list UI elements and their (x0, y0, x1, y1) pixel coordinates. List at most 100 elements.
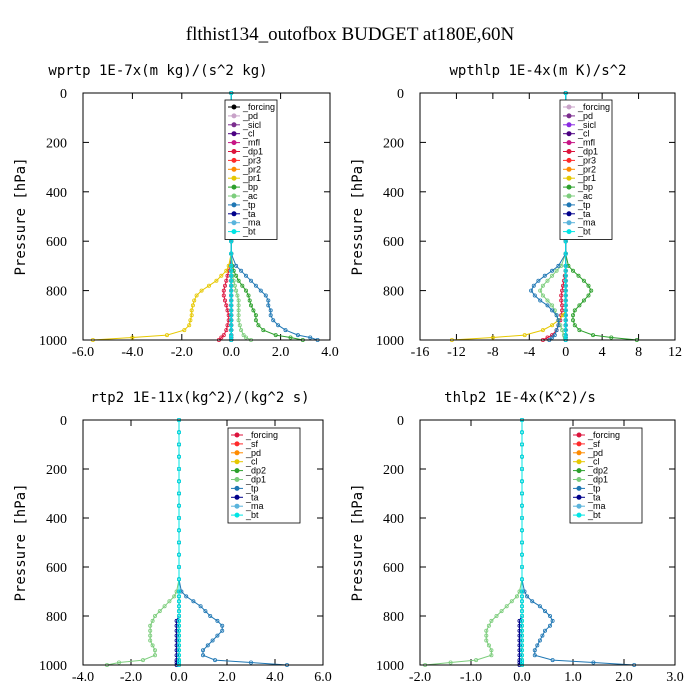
data-point (486, 623, 491, 628)
data-point (520, 648, 525, 653)
x-tick-label: -1.0 (460, 670, 482, 685)
data-point (494, 614, 499, 619)
data-point (174, 658, 179, 663)
x-tick-label: 12 (668, 345, 682, 360)
legend-label: _dp2 (587, 466, 608, 476)
data-point (563, 278, 568, 283)
data-point (550, 273, 555, 278)
x-tick-label: 2.0 (272, 345, 290, 360)
data-point (536, 278, 541, 283)
panel-title: thlp2 1E-4x(K^2)/s (444, 390, 596, 406)
data-point (308, 335, 313, 340)
legend-marker (231, 166, 237, 172)
data-point (184, 594, 189, 599)
legend: _forcing_pd_sicl_cl_mfl_dp1_pr3_pr2_pr1_… (559, 99, 613, 240)
x-tick-label: 3.0 (666, 670, 684, 685)
legend-marker (231, 140, 237, 146)
legend-marker (234, 432, 240, 438)
data-point (566, 263, 571, 268)
data-point (548, 623, 553, 628)
data-point (295, 333, 300, 338)
legend: _forcing_pd_sicl_cl_mfl_dp1_pr3_pr2_pr1_… (224, 99, 278, 240)
data-point (517, 643, 522, 648)
data-point (268, 313, 273, 318)
data-point (563, 268, 568, 273)
data-point (174, 660, 179, 665)
panel-title: wprtp 1E-7x(m kg)/(s^2 kg) (48, 63, 267, 79)
legend-label: _sicl (242, 120, 261, 130)
data-point (520, 594, 525, 599)
data-point (563, 333, 568, 338)
x-tick-label: 8 (635, 345, 642, 360)
data-point (176, 442, 181, 447)
data-point (229, 298, 234, 303)
data-point (176, 618, 181, 623)
data-point (190, 303, 195, 308)
data-point (148, 623, 153, 628)
data-point (550, 333, 555, 338)
y-axis-label: Pressure [hPa] (350, 483, 366, 601)
data-point (220, 628, 225, 633)
data-point (229, 333, 234, 338)
data-point (609, 335, 614, 340)
data-point (236, 313, 241, 318)
data-point (243, 273, 248, 278)
legend-marker (231, 202, 237, 208)
legend-label: _tp (587, 483, 601, 493)
data-point (517, 660, 522, 665)
data-point (520, 528, 525, 533)
data-point (229, 273, 234, 278)
data-point (229, 288, 234, 293)
figure-title: flthist134_outofbox BUDGET at180E,60N (186, 24, 515, 45)
data-point (517, 633, 522, 638)
data-point (174, 643, 179, 648)
y-tick-label: 800 (383, 610, 404, 625)
y-tick-label: 600 (383, 561, 404, 576)
data-point (522, 333, 527, 338)
data-point (162, 604, 167, 609)
data-point (563, 318, 568, 323)
data-point (517, 638, 522, 643)
data-point (176, 648, 181, 653)
data-point (229, 303, 234, 308)
data-point (164, 333, 169, 338)
panels: wprtp 1E-7x(m kg)/(s^2 kg) Pressure [hPa]… (13, 63, 684, 685)
legend-label: _cl (587, 457, 600, 467)
data-point (200, 648, 205, 653)
data-point (176, 660, 181, 665)
panel-3: rtp2 1E-11x(kg^2)/(kg^2 s) Pressure [hPa]… (13, 390, 332, 685)
data-point (179, 589, 184, 594)
x-tick-label: -16 (411, 345, 430, 360)
legend-marker (566, 193, 572, 199)
data-point (283, 328, 288, 333)
legend-label: _bp (242, 182, 258, 192)
data-point (563, 273, 568, 278)
legend-label: _pd (577, 111, 593, 121)
legend-marker (234, 503, 240, 509)
panel-title: wpthlp 1E-4x(m K)/s^2 (449, 63, 626, 79)
data-point (538, 298, 543, 303)
data-point (563, 303, 568, 308)
data-point (525, 594, 530, 599)
data-point (248, 303, 253, 308)
legend-label: _forcing (242, 102, 275, 112)
data-point (266, 298, 271, 303)
legend-label: _cl (245, 457, 258, 467)
data-point (550, 268, 555, 273)
data-point (117, 660, 122, 665)
data-point (273, 333, 278, 338)
legend-marker (231, 131, 237, 137)
data-point (176, 643, 181, 648)
data-point (520, 503, 525, 508)
plot-frame (419, 419, 676, 666)
data-point (174, 623, 179, 628)
data-point (187, 323, 192, 328)
data-point (540, 283, 545, 288)
legend-marker (566, 229, 572, 235)
data-point (517, 628, 522, 633)
y-tick-label: 200 (383, 136, 404, 151)
legend-label: _forcing (577, 102, 610, 112)
legend-label: _tp (245, 483, 259, 493)
data-point (538, 288, 543, 293)
data-point (563, 263, 568, 268)
